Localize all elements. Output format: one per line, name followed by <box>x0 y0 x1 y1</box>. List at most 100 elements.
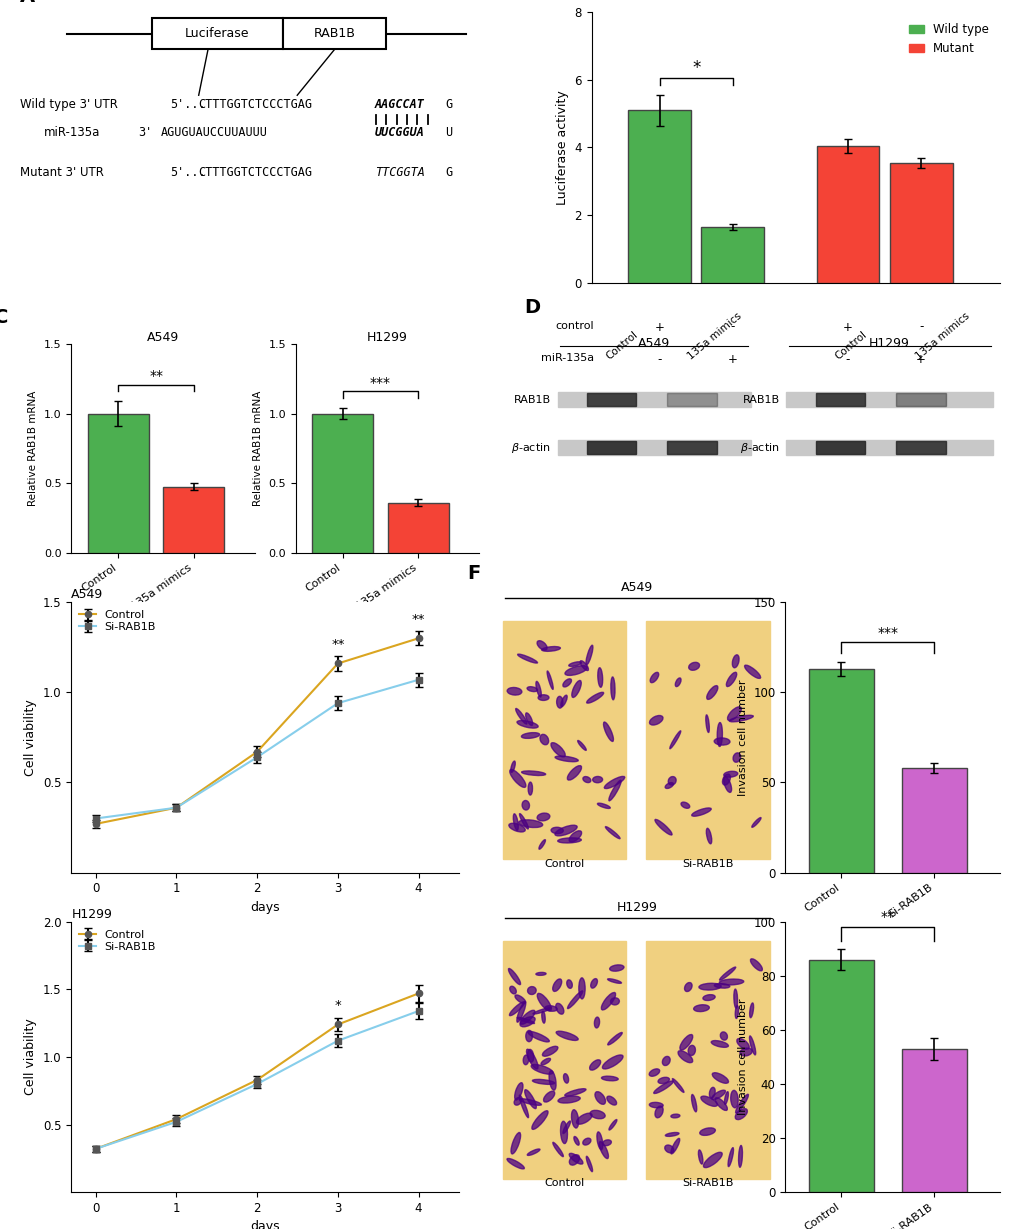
Y-axis label: Invasion cell number: Invasion cell number <box>737 999 747 1115</box>
Text: 3': 3' <box>138 125 152 139</box>
Ellipse shape <box>691 1095 696 1112</box>
Ellipse shape <box>517 1002 525 1023</box>
Ellipse shape <box>727 707 741 720</box>
Ellipse shape <box>531 1111 547 1129</box>
Text: +: + <box>654 321 664 333</box>
Ellipse shape <box>607 1032 622 1045</box>
Ellipse shape <box>609 965 624 971</box>
Ellipse shape <box>719 1032 727 1040</box>
Ellipse shape <box>713 983 730 988</box>
Ellipse shape <box>582 1138 590 1145</box>
Ellipse shape <box>589 1059 600 1070</box>
Bar <box>586 441 636 454</box>
Ellipse shape <box>693 1005 708 1011</box>
Text: TTCGGTA: TTCGGTA <box>374 166 424 178</box>
Ellipse shape <box>657 1078 668 1084</box>
Ellipse shape <box>722 777 731 793</box>
Text: Si-RAB1B: Si-RAB1B <box>682 859 733 869</box>
Bar <box>901 768 966 873</box>
Ellipse shape <box>527 987 536 994</box>
Ellipse shape <box>610 998 619 1005</box>
Legend: Control, Si-RAB1B: Control, Si-RAB1B <box>76 928 158 954</box>
Ellipse shape <box>528 1031 549 1042</box>
Text: ***: *** <box>370 376 390 390</box>
Ellipse shape <box>522 800 529 810</box>
Ellipse shape <box>555 1003 564 1014</box>
Bar <box>889 162 952 283</box>
Ellipse shape <box>569 831 581 842</box>
Ellipse shape <box>556 697 562 708</box>
Ellipse shape <box>578 978 585 999</box>
Ellipse shape <box>749 1036 755 1054</box>
Text: RAB1B: RAB1B <box>514 396 550 406</box>
Text: Control: Control <box>833 329 868 361</box>
Text: **: ** <box>412 613 425 626</box>
Text: UUCGGUA: UUCGGUA <box>374 125 424 139</box>
Bar <box>666 393 716 406</box>
Ellipse shape <box>703 1153 721 1168</box>
Ellipse shape <box>527 687 537 692</box>
Ellipse shape <box>607 978 621 983</box>
Ellipse shape <box>567 980 572 988</box>
Ellipse shape <box>718 967 735 981</box>
Ellipse shape <box>739 1048 751 1056</box>
Text: Si-RAB1B: Si-RAB1B <box>682 1179 733 1188</box>
Text: RAB1B: RAB1B <box>314 27 356 41</box>
Ellipse shape <box>721 774 730 785</box>
Text: A549: A549 <box>71 587 104 601</box>
Bar <box>901 1048 966 1192</box>
Ellipse shape <box>691 807 710 816</box>
Ellipse shape <box>597 804 609 809</box>
X-axis label: days: days <box>250 901 280 914</box>
Legend: Wild type, Mutant: Wild type, Mutant <box>904 18 993 59</box>
Ellipse shape <box>544 1005 556 1011</box>
Bar <box>88 414 149 553</box>
Bar <box>312 414 373 553</box>
Text: G: G <box>444 98 451 111</box>
Ellipse shape <box>716 723 721 746</box>
Bar <box>786 440 991 455</box>
Ellipse shape <box>541 646 559 651</box>
Ellipse shape <box>510 769 526 788</box>
Text: B: B <box>501 0 516 1</box>
Bar <box>645 621 769 859</box>
Ellipse shape <box>519 1099 541 1105</box>
Ellipse shape <box>521 771 545 775</box>
Ellipse shape <box>577 741 586 751</box>
Ellipse shape <box>516 708 527 724</box>
Ellipse shape <box>706 686 717 699</box>
Text: control: control <box>554 321 593 331</box>
Ellipse shape <box>603 777 624 789</box>
Text: -: - <box>845 353 849 366</box>
Ellipse shape <box>521 732 539 739</box>
Ellipse shape <box>672 1079 684 1093</box>
Y-axis label: Invasion cell number: Invasion cell number <box>737 680 747 795</box>
Ellipse shape <box>698 1150 702 1164</box>
X-axis label: days: days <box>250 1220 280 1229</box>
Text: +: + <box>728 353 737 366</box>
Title: A549: A549 <box>147 331 179 344</box>
Text: C: C <box>0 308 8 327</box>
Ellipse shape <box>678 1051 692 1063</box>
Ellipse shape <box>700 1096 716 1106</box>
Bar <box>645 940 769 1179</box>
Bar <box>163 487 224 553</box>
Ellipse shape <box>537 640 546 650</box>
Ellipse shape <box>542 1046 557 1056</box>
Ellipse shape <box>608 780 621 801</box>
Ellipse shape <box>554 756 578 762</box>
Ellipse shape <box>711 1073 728 1083</box>
Bar <box>786 392 991 407</box>
Ellipse shape <box>594 1091 605 1105</box>
Bar <box>808 669 873 873</box>
Text: -: - <box>918 321 922 333</box>
Text: RAB1B: RAB1B <box>742 396 779 406</box>
Ellipse shape <box>508 823 525 832</box>
Ellipse shape <box>580 661 588 671</box>
Ellipse shape <box>565 666 587 676</box>
Ellipse shape <box>735 1094 748 1113</box>
Ellipse shape <box>515 1083 523 1100</box>
Ellipse shape <box>507 968 520 984</box>
Ellipse shape <box>557 838 581 843</box>
Ellipse shape <box>669 731 680 748</box>
